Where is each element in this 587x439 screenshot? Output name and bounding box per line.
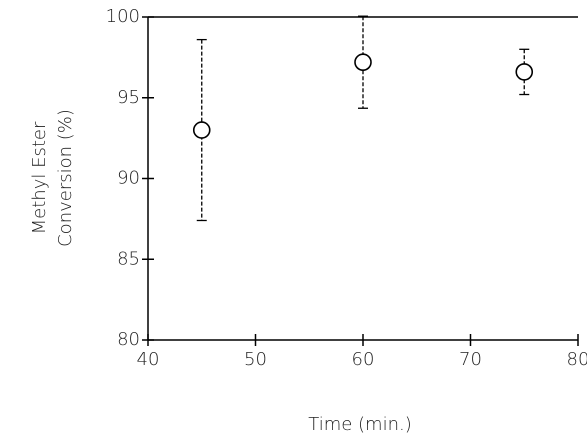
error-bar [358, 15, 368, 109]
x-tick-label: 80 [567, 349, 587, 370]
y-tick-label: 85 [117, 248, 140, 269]
x-tick-label: 40 [137, 349, 160, 370]
x-tick-label: 50 [244, 349, 267, 370]
y-tick-label: 80 [117, 329, 140, 350]
y-axis-label: Conversion (%) [55, 109, 76, 247]
y-tick-label: 100 [106, 6, 140, 27]
point [192, 121, 211, 139]
x-tick-label: 70 [459, 349, 482, 370]
error-bar [519, 48, 530, 96]
x-tick-label: 60 [352, 349, 375, 370]
x-axis-label: Time (min.) [308, 414, 411, 435]
point [354, 53, 372, 72]
y-axis-label: Methyl Ester [29, 121, 50, 234]
y-tick-label: 95 [117, 87, 140, 108]
y-tick-label: 90 [117, 168, 140, 189]
point [515, 63, 534, 81]
